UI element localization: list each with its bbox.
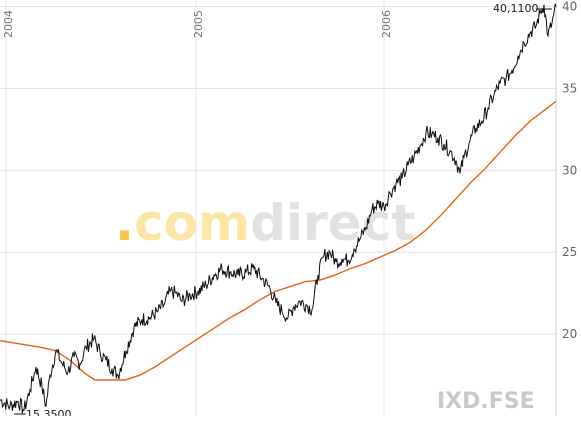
y-tick-label-35: 35 xyxy=(562,81,577,95)
min-value-label: 15,3500 xyxy=(26,408,72,416)
moving-average-line xyxy=(0,100,557,381)
y-axis-ticks: 20 25 30 35 40 xyxy=(562,0,577,341)
ticker-label: IXD.FSE xyxy=(437,389,535,414)
y-tick-label-20: 20 xyxy=(562,327,577,341)
watermark-com: com xyxy=(134,194,250,252)
watermark-text: .comdirect xyxy=(115,194,415,252)
y-tick-label-25: 25 xyxy=(562,245,577,259)
y-tick-label-30: 30 xyxy=(562,163,577,177)
y-tick-label-40: 40 xyxy=(562,0,577,14)
watermark-dot: . xyxy=(115,194,134,252)
max-value-label: 40,1100 xyxy=(493,2,539,15)
x-tick-label-2005: 2005 xyxy=(192,10,205,38)
x-tick-label-2004: 2004 xyxy=(2,10,15,38)
watermark-direct: direct xyxy=(250,194,415,252)
x-tick-label-2006: 2006 xyxy=(380,10,393,38)
price-line xyxy=(0,3,557,414)
